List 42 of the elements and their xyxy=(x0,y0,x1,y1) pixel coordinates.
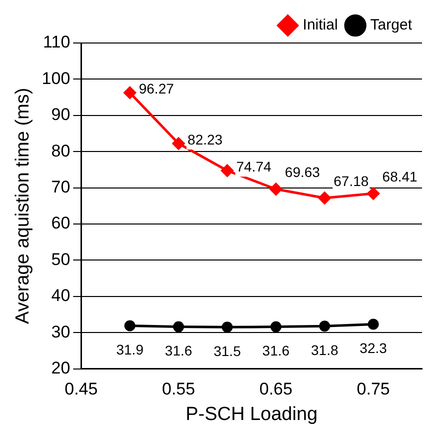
y-tick-label: 30 xyxy=(51,322,70,342)
point xyxy=(124,320,136,332)
y-tick-label: 70 xyxy=(51,177,70,196)
data-label: 31.6 xyxy=(262,342,290,359)
point xyxy=(319,320,330,332)
y-tick-label: 50 xyxy=(51,250,70,269)
x-tick-label: 0.55 xyxy=(162,380,196,399)
data-label: 68.41 xyxy=(382,168,418,184)
y-tick-label: 80 xyxy=(51,141,70,160)
y-tick-label: 100 xyxy=(42,68,70,88)
x-tick-label: 0.45 xyxy=(64,380,98,399)
x-tick-label: 0.75 xyxy=(356,380,390,399)
y-tick-label: 40 xyxy=(51,286,70,306)
point xyxy=(222,322,233,333)
y-axis-title: Average aquistion time (ms) xyxy=(12,88,34,324)
data-label: 31.6 xyxy=(164,342,192,359)
x-axis-title: P-SCH Loading xyxy=(186,404,318,425)
y-tick-label: 110 xyxy=(43,32,70,52)
y-tick-label: 20 xyxy=(51,358,70,378)
point xyxy=(368,318,379,330)
point xyxy=(173,321,184,332)
data-label: 67.18 xyxy=(334,172,369,189)
legend-label: Target xyxy=(370,16,413,34)
y-tick-label: 90 xyxy=(51,105,70,124)
point xyxy=(269,182,282,196)
data-label: 31.9 xyxy=(116,342,144,358)
data-label: 74.74 xyxy=(236,158,272,174)
data-label: 31.5 xyxy=(214,343,242,360)
point xyxy=(270,321,282,332)
data-label: 31.8 xyxy=(310,342,338,358)
point xyxy=(123,86,136,100)
x-tick-label: 0.65 xyxy=(259,380,292,399)
data-label: 96.27 xyxy=(138,80,174,97)
data-label: 69.63 xyxy=(284,164,320,180)
point xyxy=(172,137,186,150)
point xyxy=(220,164,234,178)
point xyxy=(318,192,332,205)
legend-label: Initial xyxy=(302,16,338,34)
y-tick-label: 60 xyxy=(51,214,70,233)
data-label: 32.3 xyxy=(360,340,388,356)
data-label: 82.23 xyxy=(188,131,223,148)
point xyxy=(366,187,380,200)
